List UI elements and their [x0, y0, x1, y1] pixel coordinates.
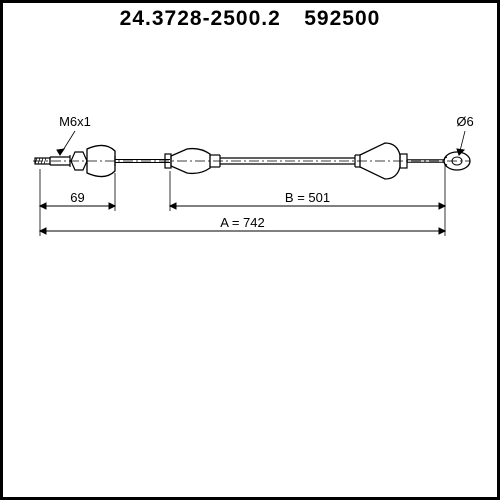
- technical-drawing: M6x1 Ø6 69 B = 501 A = 742: [15, 31, 485, 271]
- svg-text:B = 501: B = 501: [285, 190, 330, 205]
- svg-text:A = 742: A = 742: [220, 215, 264, 230]
- svg-text:Ø6: Ø6: [456, 114, 473, 129]
- header: 24.3728-2500.2 592500: [3, 7, 497, 31]
- part-number: 24.3728-2500.2: [120, 7, 281, 30]
- part-code: 592500: [304, 7, 380, 30]
- diagram-frame: 24.3728-2500.2 592500 M6x1 Ø6 69 B = 501 A =…: [0, 0, 500, 500]
- svg-text:69: 69: [70, 190, 84, 205]
- svg-text:M6x1: M6x1: [59, 114, 91, 129]
